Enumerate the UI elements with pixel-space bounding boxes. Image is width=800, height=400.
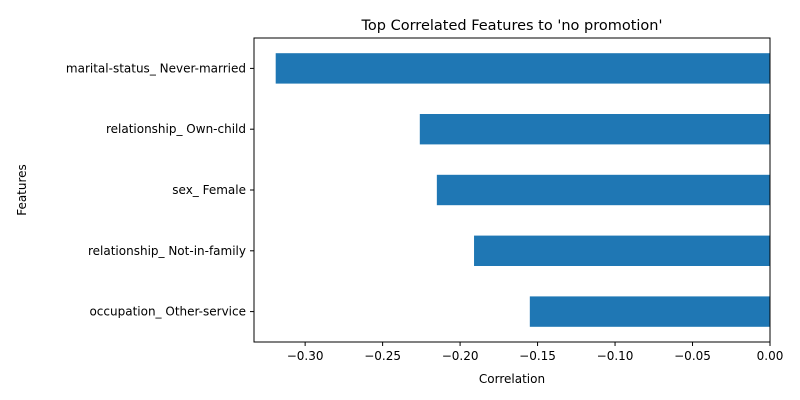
- x-axis: −0.30 −0.25 −0.20 −0.15 −0.10 −0.05 0.00: [287, 342, 784, 363]
- y-axis-label: Features: [15, 164, 29, 216]
- x-tick-label: −0.10: [597, 349, 634, 363]
- x-tick-label: −0.05: [674, 349, 711, 363]
- bar: [436, 174, 770, 206]
- bar: [474, 235, 770, 266]
- x-tick-label: −0.30: [287, 349, 324, 363]
- bar: [275, 53, 770, 84]
- y-tick-label: relationship_ Not-in-family: [88, 244, 246, 258]
- x-tick-label: −0.25: [364, 349, 401, 363]
- y-axis: marital-status_ Never-married relationshi…: [66, 61, 254, 319]
- x-tick-label: 0.00: [757, 349, 784, 363]
- y-tick-label: relationship_ Own-child: [106, 122, 246, 136]
- bar: [419, 114, 770, 145]
- bars-layer: [275, 53, 770, 327]
- bar: [529, 296, 770, 327]
- y-tick-label: sex_ Female: [172, 183, 246, 197]
- x-axis-label: Correlation: [479, 372, 545, 386]
- y-tick-label: occupation_ Other-service: [89, 305, 246, 319]
- x-tick-label: −0.20: [442, 349, 479, 363]
- chart-title: Top Correlated Features to 'no promotion…: [361, 18, 663, 34]
- y-tick-label: marital-status_ Never-married: [66, 61, 246, 75]
- x-tick-label: −0.15: [519, 349, 556, 363]
